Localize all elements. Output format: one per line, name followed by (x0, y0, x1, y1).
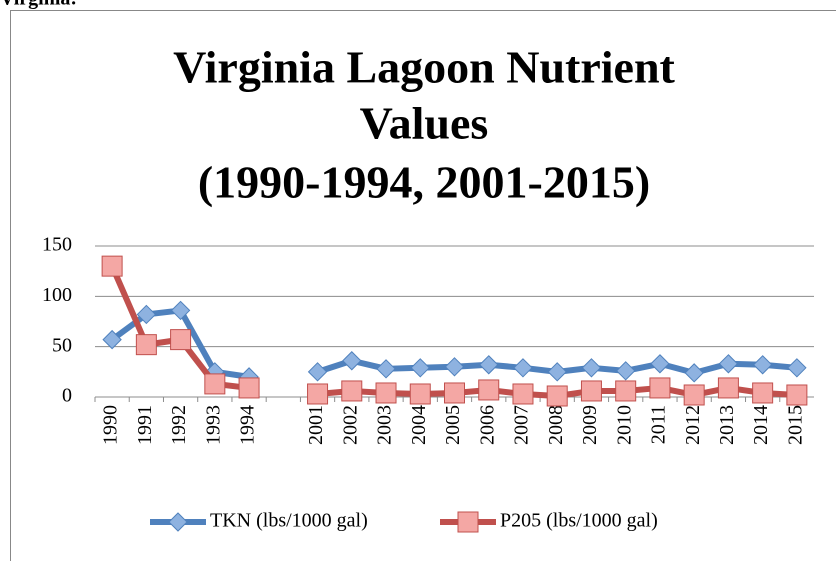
chart-title: Values (360, 98, 489, 149)
data-point (512, 383, 534, 405)
x-tick-label: 2004 (408, 405, 430, 445)
x-tick-label: 2005 (442, 405, 464, 445)
x-tick-label: 2011 (648, 405, 670, 444)
data-point (786, 384, 808, 406)
data-point (581, 358, 602, 378)
legend-label: P205 (lbs/1000 gal) (500, 510, 658, 532)
data-point (683, 384, 705, 406)
data-point (684, 363, 704, 383)
y-tick-label: 150 (42, 234, 72, 256)
x-tick-label: 1993 (202, 405, 224, 445)
chart-frame (10, 10, 836, 561)
data-point (444, 382, 465, 404)
x-tick-label: 2014 (750, 405, 772, 445)
legend-marker (457, 511, 479, 533)
data-point (718, 354, 739, 374)
data-point (307, 383, 329, 405)
data-point (204, 373, 226, 395)
data-point (478, 379, 500, 401)
data-point (170, 329, 192, 351)
data-point (547, 362, 567, 382)
x-tick-label: 2009 (579, 405, 601, 445)
x-tick-label: 2015 (784, 405, 806, 445)
y-tick-label: 50 (52, 334, 72, 356)
y-tick-label: 100 (42, 284, 72, 306)
data-point (650, 354, 670, 374)
x-tick-label: 2012 (682, 405, 704, 445)
data-point (752, 355, 773, 375)
x-tick-label: 1991 (134, 405, 156, 445)
x-tick-label: 2002 (339, 405, 361, 445)
data-point (649, 377, 671, 399)
x-tick-label: 2006 (476, 405, 498, 445)
x-tick-label: 2001 (305, 405, 327, 445)
page-heading: Virginia: (0, 0, 77, 10)
x-tick-label: 2007 (511, 405, 533, 445)
data-point (479, 355, 499, 375)
data-point (444, 357, 465, 377)
data-point (546, 385, 568, 407)
data-point (717, 377, 739, 399)
x-tick-label: 2010 (613, 405, 635, 445)
data-point (752, 382, 774, 404)
x-tick-label: 1992 (168, 405, 190, 445)
data-point (170, 300, 191, 321)
data-point (615, 361, 636, 381)
legend-label: TKN (lbs/1000 gal) (210, 510, 368, 532)
data-point (375, 382, 397, 404)
data-point (376, 359, 396, 379)
data-point (410, 358, 430, 378)
chart-title: (1990-1994, 2001-2015) (198, 157, 650, 208)
data-point (342, 351, 362, 371)
data-point (341, 380, 363, 402)
data-point (102, 329, 122, 350)
chart-title: Virginia Lagoon Nutrient (173, 42, 675, 93)
x-tick-label: 2008 (545, 405, 567, 445)
y-tick-label: 0 (62, 385, 72, 407)
x-tick-label: 2003 (374, 405, 396, 445)
data-point (580, 380, 602, 402)
data-point (787, 358, 807, 378)
x-tick-label: 1990 (100, 405, 122, 445)
data-point (238, 377, 260, 399)
data-point (409, 383, 431, 405)
legend-marker (168, 512, 188, 532)
data-point (135, 334, 157, 356)
data-point (615, 380, 637, 402)
x-tick-label: 1994 (237, 405, 259, 445)
data-point (307, 362, 328, 382)
data-point (101, 255, 123, 277)
data-point (136, 304, 157, 325)
x-tick-label: 2013 (716, 405, 738, 445)
data-point (513, 358, 533, 378)
